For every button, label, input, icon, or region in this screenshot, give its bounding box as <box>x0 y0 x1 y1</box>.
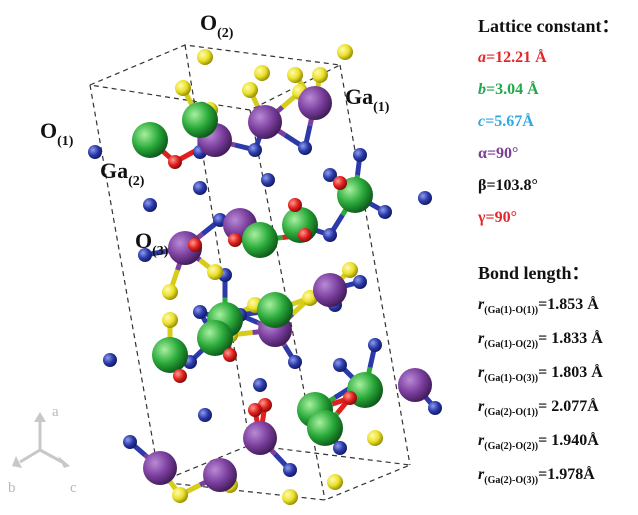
atom-o1 <box>193 305 207 319</box>
label-o3: O(3) <box>135 228 169 259</box>
atom-ga2 <box>182 102 218 138</box>
bond-length-row: r(Ga(2)-O(2))= 1.940Å <box>478 432 599 452</box>
axis-label-c: c <box>70 480 77 496</box>
bond-length-row: r(Ga(1)-O(3))= 1.803 Å <box>478 364 603 384</box>
atom-o3 <box>298 228 312 242</box>
atom-o3 <box>333 176 347 190</box>
axis-label-b: b <box>8 480 16 496</box>
atom-o1 <box>198 408 212 422</box>
axis-triad <box>12 412 70 468</box>
atom-o3 <box>173 369 187 383</box>
atom-ga2 <box>197 320 233 356</box>
lattice-title: Lattice constant： <box>478 16 620 36</box>
bond-length-row: r(Ga(2)-O(3))=1.978Å <box>478 466 595 486</box>
atom-spheres <box>88 44 442 505</box>
atom-ga2 <box>257 292 293 328</box>
atom-ga1 <box>313 273 347 307</box>
atom-o2 <box>207 264 223 280</box>
atom-o1 <box>323 168 337 182</box>
atom-ga1 <box>243 421 277 455</box>
atom-o1 <box>103 353 117 367</box>
bond-sticks <box>128 73 437 498</box>
atom-o3 <box>188 238 202 252</box>
atom-o1 <box>333 358 347 372</box>
atom-o1 <box>193 181 207 195</box>
atom-o1 <box>143 198 157 212</box>
atom-o3 <box>223 348 237 362</box>
atom-o1 <box>123 435 137 449</box>
atom-o2 <box>162 284 178 300</box>
lattice-params: a=12.21 Å b=3.04 Å c=5.67Å α=90° β=103.8° γ=9… <box>478 49 636 227</box>
atom-o1 <box>88 145 102 159</box>
atom-o1 <box>288 355 302 369</box>
lattice-param: b=3.04 Å <box>478 81 539 98</box>
atom-o1 <box>368 338 382 352</box>
label-ga1: Ga(1) <box>345 84 390 115</box>
bond-length-row: r(Ga(1)-O(1))=1.853 Å <box>478 296 599 316</box>
lattice-param: α=90° <box>478 145 519 162</box>
atom-o1 <box>378 205 392 219</box>
atom-o1 <box>333 441 347 455</box>
atom-o3 <box>343 391 357 405</box>
atom-o2 <box>254 65 270 81</box>
atom-o1 <box>428 401 442 415</box>
atom-ga2 <box>307 410 343 446</box>
label-o2: O(2) <box>200 10 234 41</box>
atom-o2 <box>342 262 358 278</box>
bond-lengths: r(Ga(1)-O(1))=1.853 Å r(Ga(1)-O(2))= 1.83… <box>478 296 636 486</box>
label-ga2: Ga(2) <box>100 158 145 189</box>
atom-ga1 <box>248 105 282 139</box>
bond-title: Bond length： <box>478 263 590 283</box>
lattice-param: a=12.21 Å <box>478 49 547 66</box>
lattice-param: β=103.8° <box>478 177 538 194</box>
atom-o1 <box>261 173 275 187</box>
label-o1: O(1) <box>40 118 74 149</box>
atom-o2 <box>367 430 383 446</box>
atom-o1 <box>353 275 367 289</box>
lattice-param: γ=90° <box>478 209 517 226</box>
atom-o2 <box>287 67 303 83</box>
atom-ga2 <box>132 122 168 158</box>
atom-ga1 <box>398 368 432 402</box>
bond-length-row: r(Ga(2)-O(1))= 2.077Å <box>478 398 599 418</box>
atom-o3 <box>228 233 242 247</box>
atom-o3 <box>168 155 182 169</box>
atom-ga1 <box>203 458 237 492</box>
atom-o1 <box>138 248 152 262</box>
atom-ga2 <box>152 337 188 373</box>
atom-o2 <box>197 49 213 65</box>
atom-o2 <box>175 80 191 96</box>
atom-ga2 <box>242 222 278 258</box>
atom-o1 <box>353 148 367 162</box>
atom-o2 <box>172 487 188 503</box>
atom-o2 <box>337 44 353 60</box>
atom-o1 <box>418 191 432 205</box>
axis-label-a: a <box>52 404 59 420</box>
atom-o2 <box>162 312 178 328</box>
atom-o3 <box>288 198 302 212</box>
atom-o2 <box>312 67 328 83</box>
atom-o1 <box>323 228 337 242</box>
info-panel: Lattice constant： a=12.21 Å b=3.04 Å c=5.6… <box>478 12 636 500</box>
atom-o2 <box>327 474 343 490</box>
atom-o1 <box>253 378 267 392</box>
lattice-param: c=5.67Å <box>478 113 534 130</box>
atom-ga1 <box>143 451 177 485</box>
atom-o2 <box>242 82 258 98</box>
bond-length-row: r(Ga(1)-O(2))= 1.833 Å <box>478 330 603 350</box>
atom-o1 <box>298 141 312 155</box>
atom-o2 <box>282 489 298 505</box>
atom-o3 <box>248 403 262 417</box>
atom-ga1 <box>298 86 332 120</box>
crystal-structure-diagram: O(2) Ga(1) O(1) Ga(2) O(3) a b c <box>8 10 442 505</box>
atom-o1 <box>248 143 262 157</box>
atom-o1 <box>283 463 297 477</box>
